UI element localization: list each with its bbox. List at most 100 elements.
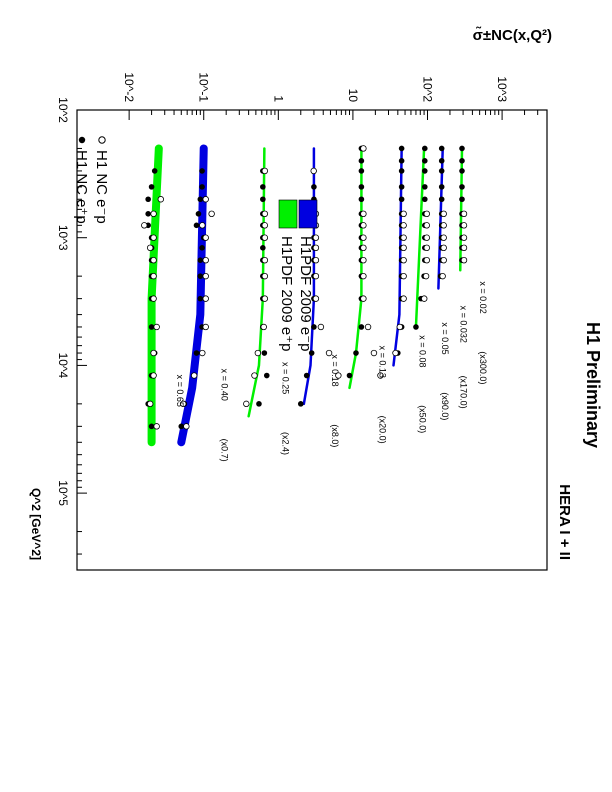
eplus-point: [148, 423, 155, 430]
eplus-point: [413, 324, 419, 330]
eminus-point: [150, 372, 157, 379]
eminus-point: [150, 272, 157, 280]
eminus-point: [312, 272, 320, 280]
bin-2: x = 0.05 (x90.0): [413, 145, 450, 420]
eminus-point: [153, 323, 160, 331]
eplus-point: [459, 158, 465, 164]
y-tick-label: 10^-2: [122, 72, 136, 102]
eminus-point: [150, 210, 157, 218]
eplus-point: [438, 145, 445, 152]
bin-1: x = 0.032 (x170.0): [437, 145, 469, 409]
pdf-band: [459, 147, 464, 272]
y-tick-label: 1: [271, 95, 285, 102]
eminus-point: [150, 256, 157, 264]
bin-scale-label: (x90.0): [440, 392, 450, 420]
eminus-point: [440, 210, 447, 218]
eminus-point: [400, 210, 407, 218]
bin-label: x = 0.18: [330, 354, 340, 386]
eminus-point: [199, 349, 206, 357]
x-tick-label: 10^5: [56, 480, 70, 506]
eminus-point: [360, 295, 367, 302]
bin-label: x = 0.032: [459, 306, 469, 343]
x-axis-label: Q^2 [GeV^2]: [29, 488, 43, 560]
eplus-point: [178, 423, 185, 430]
eminus-point: [360, 222, 367, 229]
eminus-point: [150, 295, 157, 302]
bin-scale-label: (x2.4): [280, 432, 290, 455]
eminus-point: [400, 256, 407, 264]
chart-subtitle: HERA I + II: [556, 484, 573, 560]
bin-scale-label: (x300.0): [478, 351, 488, 384]
eminus-point: [312, 234, 320, 241]
eplus-point: [438, 168, 445, 174]
eminus-point: [146, 244, 154, 252]
eminus-point: [202, 295, 209, 302]
eplus-point: [263, 372, 270, 379]
eminus-point: [141, 222, 148, 229]
eplus-point: [358, 158, 365, 164]
eplus-point: [358, 324, 365, 330]
legend-marker-eplus: [78, 136, 86, 144]
eplus-point: [148, 324, 155, 330]
eminus-point: [440, 234, 447, 241]
eminus-point: [312, 256, 320, 264]
eplus-point: [148, 184, 155, 190]
eplus-point: [197, 257, 204, 263]
eplus-point: [398, 196, 405, 203]
eminus-point: [146, 400, 154, 408]
eminus-point: [460, 256, 468, 264]
eplus-point: [199, 245, 205, 251]
chart-title: H1 Preliminary: [583, 322, 603, 448]
eminus-point: [208, 210, 215, 218]
eminus-point: [423, 244, 430, 252]
eplus-point: [151, 168, 158, 174]
eplus-point: [459, 168, 465, 174]
eminus-point: [360, 244, 367, 252]
bin-label: x = 0.08: [418, 335, 428, 367]
eplus-point: [358, 168, 365, 174]
bin-4: x = 0.13 (x20.0): [346, 145, 387, 444]
eminus-point: [423, 210, 430, 218]
eminus-point: [440, 222, 447, 229]
eplus-point: [260, 196, 266, 203]
eplus-point: [197, 273, 204, 279]
eminus-point: [396, 323, 404, 331]
eminus-point: [460, 222, 468, 229]
eminus-point: [261, 222, 269, 229]
eminus-point: [400, 295, 407, 302]
eminus-point: [360, 272, 367, 280]
eminus-point: [190, 372, 198, 379]
eminus-point: [261, 234, 269, 241]
bin-label: x = 0.25: [280, 362, 290, 394]
bin-scale-label: (x8.0): [330, 424, 340, 447]
pdf-band: [392, 147, 403, 367]
eplus-point: [421, 168, 428, 174]
eplus-point: [193, 222, 200, 229]
eplus-point: [145, 211, 151, 217]
eminus-point: [261, 272, 269, 280]
pdf-band: [414, 147, 426, 329]
bin-scale-label: (x170.0): [459, 376, 469, 409]
eminus-point: [312, 244, 320, 252]
eminus-point: [180, 400, 187, 408]
eplus-point: [308, 350, 315, 356]
eplus-point: [398, 168, 405, 174]
eminus-point: [202, 272, 209, 280]
bin-3: x = 0.08 (x50.0): [392, 145, 428, 433]
eminus-point: [377, 372, 384, 379]
eminus-point: [422, 272, 430, 280]
eminus-point: [440, 244, 447, 252]
eminus-point: [360, 256, 367, 264]
legend-marker-eminus: [98, 136, 106, 144]
eplus-point: [438, 196, 445, 203]
eplus-point: [398, 184, 405, 190]
x-tick-label: 10^2: [56, 97, 70, 123]
eminus-point: [261, 210, 269, 218]
eminus-point: [400, 272, 407, 280]
legend-label-eplus: H1 NC e⁺p: [73, 150, 90, 224]
pdf-band: [147, 144, 163, 447]
eplus-point: [459, 145, 465, 152]
eplus-point: [256, 401, 262, 407]
eminus-point: [460, 234, 468, 241]
eminus-point: [202, 256, 209, 264]
